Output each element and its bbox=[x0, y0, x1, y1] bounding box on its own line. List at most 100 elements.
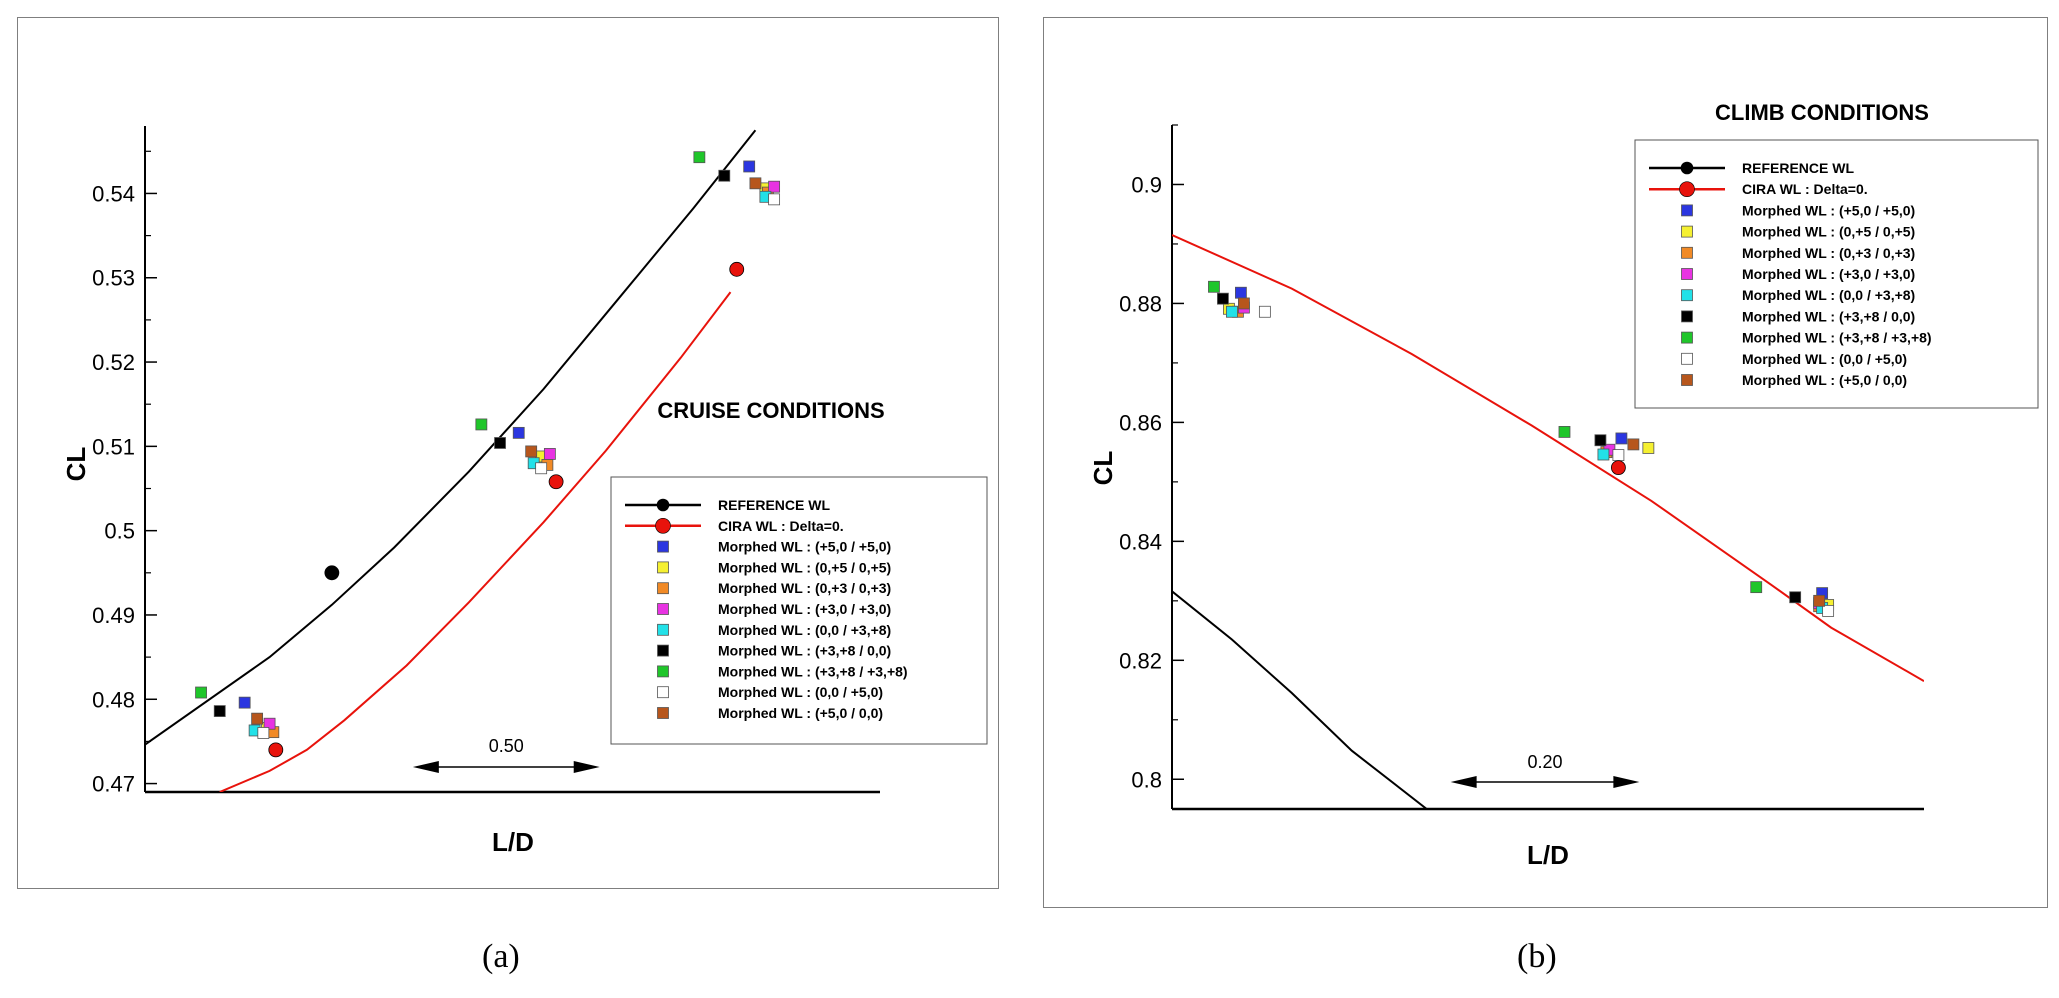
y-tick-label: 0.84 bbox=[1119, 529, 1162, 554]
morphed-marker-5 bbox=[1226, 305, 1238, 318]
legend-label-9: Morphed WL : (+3,+8 / +3,+8) bbox=[1742, 330, 1932, 346]
climb-chart: 0.8 0.82 0.84 0.86 0.88 0.9 L/D CL CLIMB CONDITI… bbox=[1088, 100, 2039, 870]
legend-label-2: CIRA WL : Delta=0. bbox=[718, 518, 844, 534]
morphed-marker-6 bbox=[1594, 434, 1607, 447]
morphed-marker-1 bbox=[743, 160, 756, 173]
legend-marker-7 bbox=[657, 623, 669, 636]
cira-wl-curve bbox=[1172, 234, 1924, 682]
morphed-marker-9 bbox=[251, 712, 264, 725]
legend-label-3: Morphed WL : (+5,0 / +5,0) bbox=[1742, 202, 1915, 218]
legend-label-11: Morphed WL : (+5,0 / 0,0) bbox=[1742, 372, 1907, 388]
morphed-marker-9 bbox=[1813, 594, 1826, 607]
legend-label-5: Morphed WL : (0,+3 / 0,+3) bbox=[1742, 245, 1915, 261]
reference-wl-curve bbox=[145, 129, 757, 746]
legend-marker-8 bbox=[1681, 310, 1693, 323]
morphed-marker-1 bbox=[238, 696, 251, 709]
legend-marker-1 bbox=[1680, 161, 1694, 175]
scale-bar-label: 0.50 bbox=[489, 736, 524, 756]
legend-label-2: CIRA WL : Delta=0. bbox=[1742, 181, 1868, 197]
legend-marker-11 bbox=[1681, 374, 1693, 386]
legend-marker-3 bbox=[657, 540, 669, 553]
legend-marker-6 bbox=[1681, 268, 1693, 280]
morphed-marker-9 bbox=[525, 445, 538, 458]
morphed-marker-8 bbox=[257, 727, 270, 739]
legend-marker-2 bbox=[655, 517, 671, 534]
legend-label-10: Morphed WL : (0,0 / +5,0) bbox=[718, 684, 883, 700]
climb-chart-panel: 0.8 0.82 0.84 0.86 0.88 0.9 L/D CL CLIMB CONDITI… bbox=[1043, 17, 2048, 908]
legend-label-7: Morphed WL : (0,0 / +3,+8) bbox=[718, 622, 891, 638]
morphed-marker-8 bbox=[1258, 305, 1271, 318]
scale-bar-arrow-left bbox=[412, 761, 439, 773]
legend-marker-5 bbox=[657, 582, 669, 595]
y-tick-label: 0.86 bbox=[1119, 410, 1162, 435]
legend-marker-2 bbox=[1679, 181, 1695, 197]
morphed-marker-1 bbox=[1615, 432, 1628, 445]
scale-bar-arrow-left bbox=[1450, 776, 1477, 788]
morphed-marker-5 bbox=[1597, 448, 1610, 461]
legend-marker-3 bbox=[1681, 204, 1693, 217]
legend-label-7: Morphed WL : (0,0 / +3,+8) bbox=[1742, 287, 1915, 303]
y-tick-label: 0.49 bbox=[92, 603, 135, 628]
morphed-marker-6 bbox=[494, 437, 506, 449]
y-tick-label: 0.52 bbox=[92, 350, 135, 375]
y-tick-label: 0.88 bbox=[1119, 291, 1162, 316]
caption-b: (b) bbox=[1517, 938, 1557, 975]
legend-marker-11 bbox=[657, 707, 669, 719]
legend-label-4: Morphed WL : (0,+5 / 0,+5) bbox=[718, 559, 891, 575]
legend-label-3: Morphed WL : (+5,0 / +5,0) bbox=[718, 539, 891, 555]
legend-label-6: Morphed WL : (+3,0 / +3,0) bbox=[718, 601, 891, 617]
cira-wl-curve bbox=[219, 291, 732, 792]
morphed-marker-6 bbox=[213, 705, 226, 717]
morphed-marker-4 bbox=[768, 180, 781, 193]
legend-label-4: Morphed WL : (0,+5 / 0,+5) bbox=[1742, 224, 1915, 240]
scale-bar-arrow-right bbox=[1613, 776, 1640, 788]
cira-wl-marker bbox=[729, 261, 745, 277]
legend-marker-8 bbox=[657, 644, 669, 657]
legend-label-8: Morphed WL : (+3,+8 / 0,0) bbox=[1742, 308, 1915, 324]
y-tick-label: 0.54 bbox=[92, 181, 135, 206]
chart-title: CRUISE CONDITIONS bbox=[657, 398, 884, 423]
morphed-marker-9 bbox=[749, 177, 762, 190]
morphed-marker-7 bbox=[1558, 426, 1571, 438]
legend-marker-10 bbox=[1681, 352, 1693, 365]
legend-marker-7 bbox=[1681, 289, 1693, 302]
cruise-chart: 0.47 0.48 0.49 0.5 0.51 0.52 0.53 0.54 L/D CL CRUI… bbox=[61, 126, 988, 857]
morphed-marker-4 bbox=[263, 717, 276, 730]
y-tick-label: 0.5 bbox=[104, 519, 135, 544]
morphed-marker-2 bbox=[1642, 442, 1655, 454]
morphed-marker-7 bbox=[693, 151, 706, 164]
legend-label-6: Morphed WL : (+3,0 / +3,0) bbox=[1742, 266, 1915, 282]
morphed-marker-7 bbox=[1208, 280, 1220, 293]
legend-box bbox=[1634, 139, 2039, 409]
y-axis-label: CL bbox=[1088, 451, 1118, 486]
morphed-marker-8 bbox=[768, 193, 781, 206]
x-axis-label: L/D bbox=[1527, 840, 1569, 870]
morphed-marker-6 bbox=[1789, 591, 1802, 604]
morphed-marker-1 bbox=[512, 426, 525, 439]
morphed-marker-7 bbox=[475, 418, 488, 431]
morphed-marker-4 bbox=[543, 448, 556, 460]
legend-marker-4 bbox=[657, 561, 669, 574]
legend-box bbox=[610, 476, 988, 745]
morphed-marker-6 bbox=[1217, 292, 1229, 305]
morphed-marker-9 bbox=[1238, 297, 1250, 310]
legend-marker-1 bbox=[656, 498, 670, 512]
legend-label-8: Morphed WL : (+3,+8 / 0,0) bbox=[718, 643, 891, 659]
legend-label-5: Morphed WL : (0,+3 / 0,+3) bbox=[718, 580, 891, 596]
legend-marker-9 bbox=[657, 665, 669, 678]
legend-label-1: REFERENCE WL bbox=[1742, 160, 1854, 176]
morphed-marker-8 bbox=[535, 462, 548, 475]
scale-bar-arrow-right bbox=[573, 761, 600, 773]
chart-title: CLIMB CONDITIONS bbox=[1715, 100, 1929, 125]
legend-label-10: Morphed WL : (0,0 / +5,0) bbox=[1742, 351, 1907, 367]
y-tick-label: 0.82 bbox=[1119, 648, 1162, 673]
cira-wl-marker bbox=[268, 742, 284, 758]
legend-label-9: Morphed WL : (+3,+8 / +3,+8) bbox=[718, 663, 908, 679]
morphed-marker-6 bbox=[718, 169, 731, 182]
y-tick-label: 0.47 bbox=[92, 772, 135, 797]
y-tick-label: 0.8 bbox=[1131, 767, 1162, 792]
scale-bar-label: 0.20 bbox=[1527, 752, 1562, 772]
y-tick-label: 0.9 bbox=[1131, 172, 1162, 197]
legend-marker-6 bbox=[657, 603, 669, 615]
y-axis-label: CL bbox=[61, 447, 91, 482]
